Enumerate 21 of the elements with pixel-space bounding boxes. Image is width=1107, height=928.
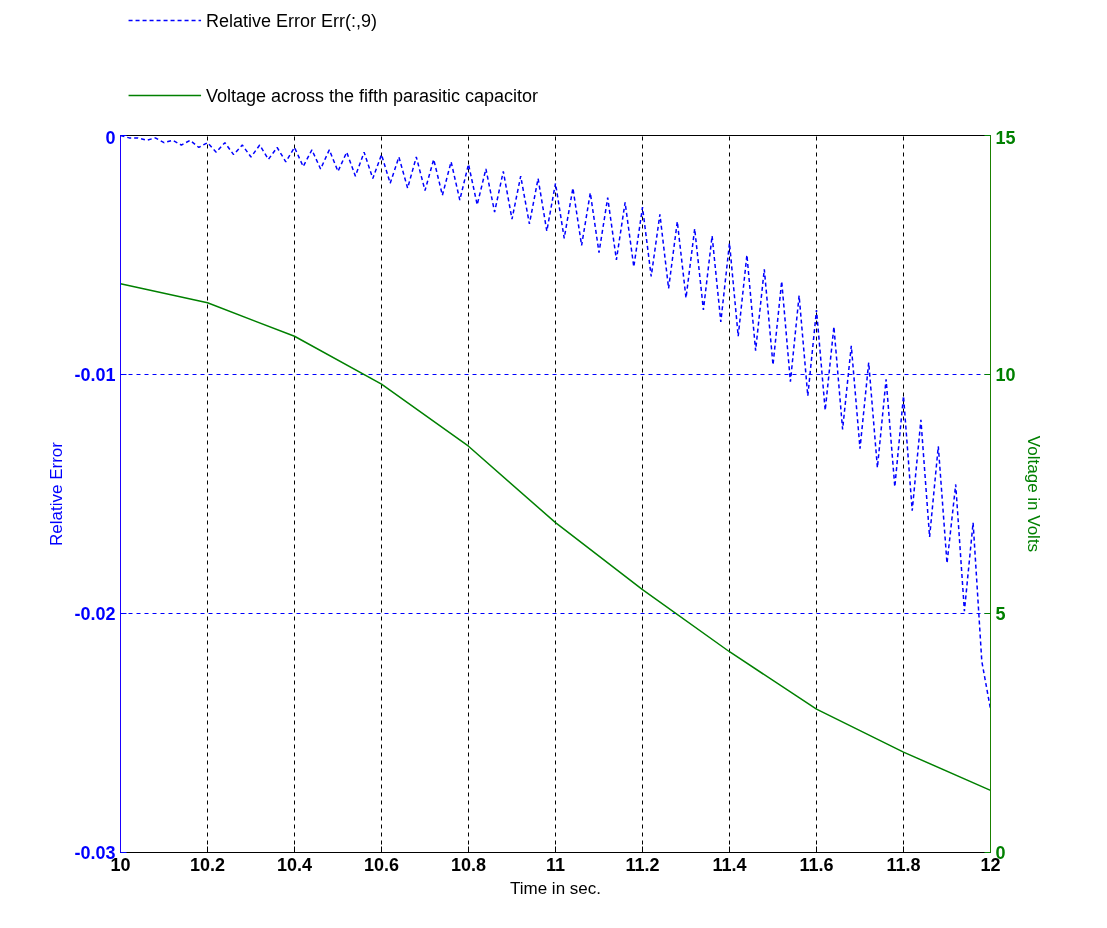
y-tick-label: -0.01: [74, 365, 116, 385]
y-tick-label: 0: [105, 127, 116, 148]
y2-tick-label: 15: [995, 127, 1016, 148]
x-tick-label: 10.2: [189, 854, 226, 875]
y2-tick-label: 5: [995, 604, 1006, 624]
legend-label: Relative Error Err(:,9): [205, 10, 377, 31]
x-tick-label: 11.6: [799, 854, 834, 875]
y-axis-title: Relative Error: [47, 441, 67, 546]
y2-axis-title: Voltage in Volts: [1023, 435, 1043, 553]
x-tick-label: 11.4: [712, 854, 747, 875]
x-tick-label: 11: [545, 854, 566, 875]
x-tick-label: 10.8: [450, 854, 487, 875]
y-tick-label: -0.02: [74, 604, 116, 624]
x-tick-label: 11.8: [886, 854, 921, 875]
x-tick-label: 10.4: [276, 854, 313, 875]
x-tick-label: 11.2: [625, 854, 660, 875]
legend-label: Voltage across the fifth parasitic capacitor: [205, 85, 539, 106]
x-axis-title: Time in sec.: [510, 878, 602, 898]
y2-tick-label: 10: [995, 365, 1016, 385]
line-series: [120, 282, 991, 792]
x-tick-label: 10.6: [363, 854, 400, 875]
